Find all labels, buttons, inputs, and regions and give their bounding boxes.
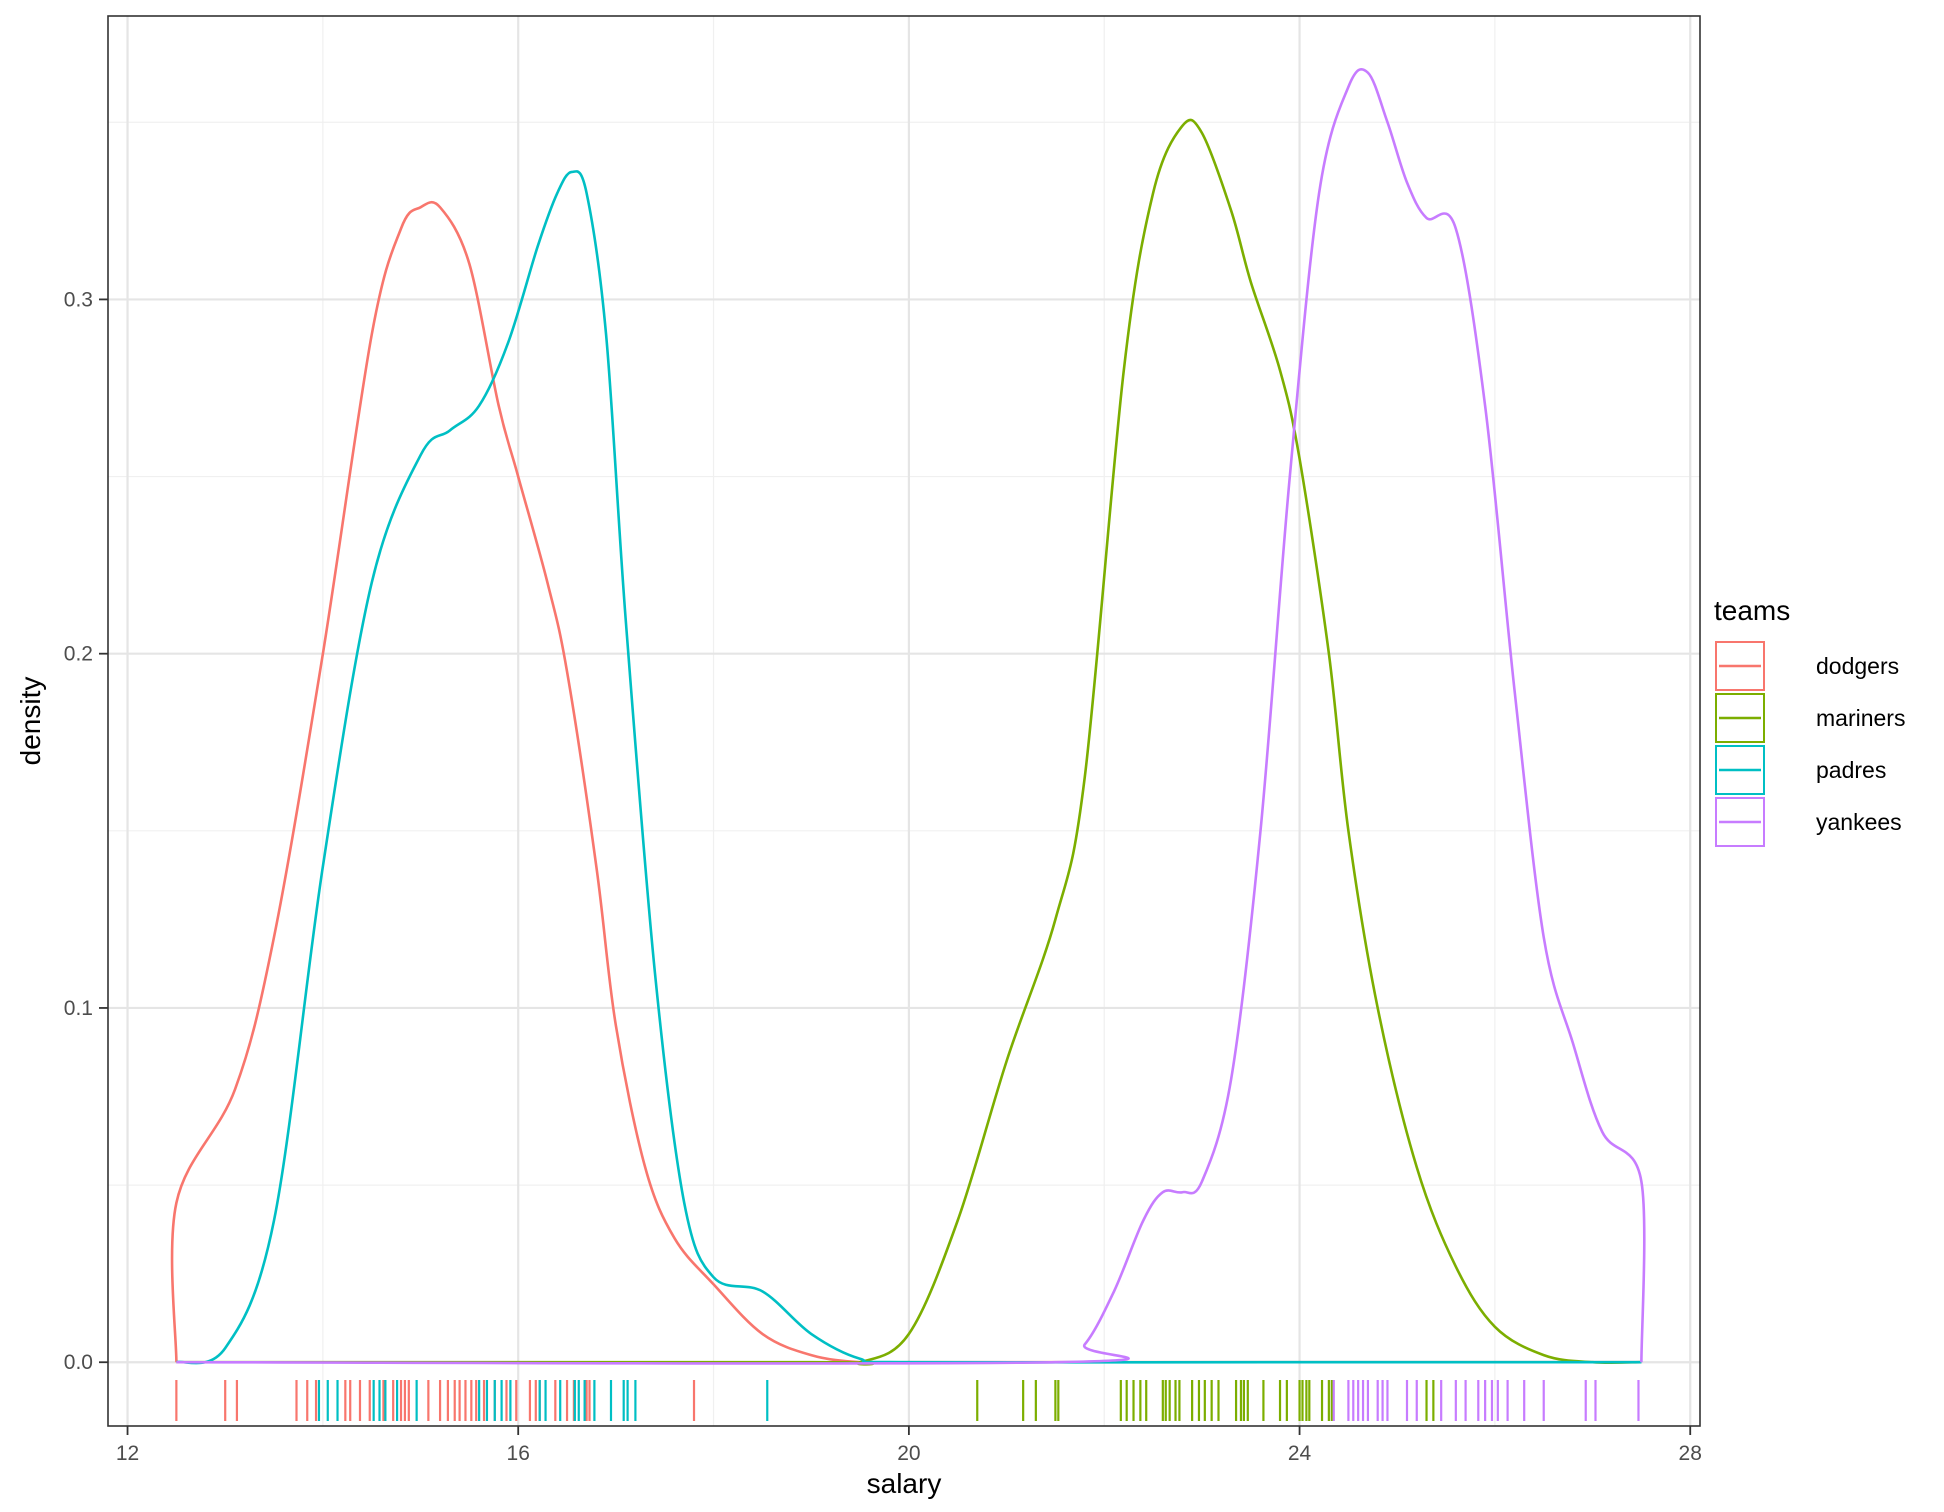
y-tick-label: 0.3 [64,288,93,311]
legend-label-yankees: yankees [1816,809,1902,835]
density-line-padres [176,170,1642,1365]
legend: teams dodgers mariners padres yankees [1714,595,1905,847]
y-tick-label: 0.0 [64,1351,93,1374]
x-tick-label: 24 [1288,1442,1312,1465]
y-tick-label: 0.2 [64,643,93,666]
x-tick-label: 28 [1679,1442,1702,1465]
rug-marks [175,1380,1640,1421]
density-line-mariners [176,118,1642,1366]
density-lines [170,68,1646,1366]
legend-title: teams [1714,595,1790,626]
minor-gridlines [108,16,1700,1426]
legend-label-mariners: mariners [1816,705,1905,731]
x-axis-title: salary [867,1468,942,1499]
x-axis: 12 16 20 24 28 [116,1426,1702,1465]
legend-label-dodgers: dodgers [1816,653,1899,679]
y-axis: 0.0 0.1 0.2 0.3 [64,288,108,1374]
plot-panel-border [107,15,1701,1427]
density-line-yankees [176,68,1646,1365]
x-tick-label: 12 [116,1442,139,1465]
x-tick-label: 20 [897,1442,920,1465]
legend-label-padres: padres [1816,757,1886,783]
x-tick-label: 16 [507,1442,530,1465]
y-tick-label: 0.1 [64,997,93,1020]
plot-background [108,16,1700,1426]
y-axis-title: density [15,677,46,766]
